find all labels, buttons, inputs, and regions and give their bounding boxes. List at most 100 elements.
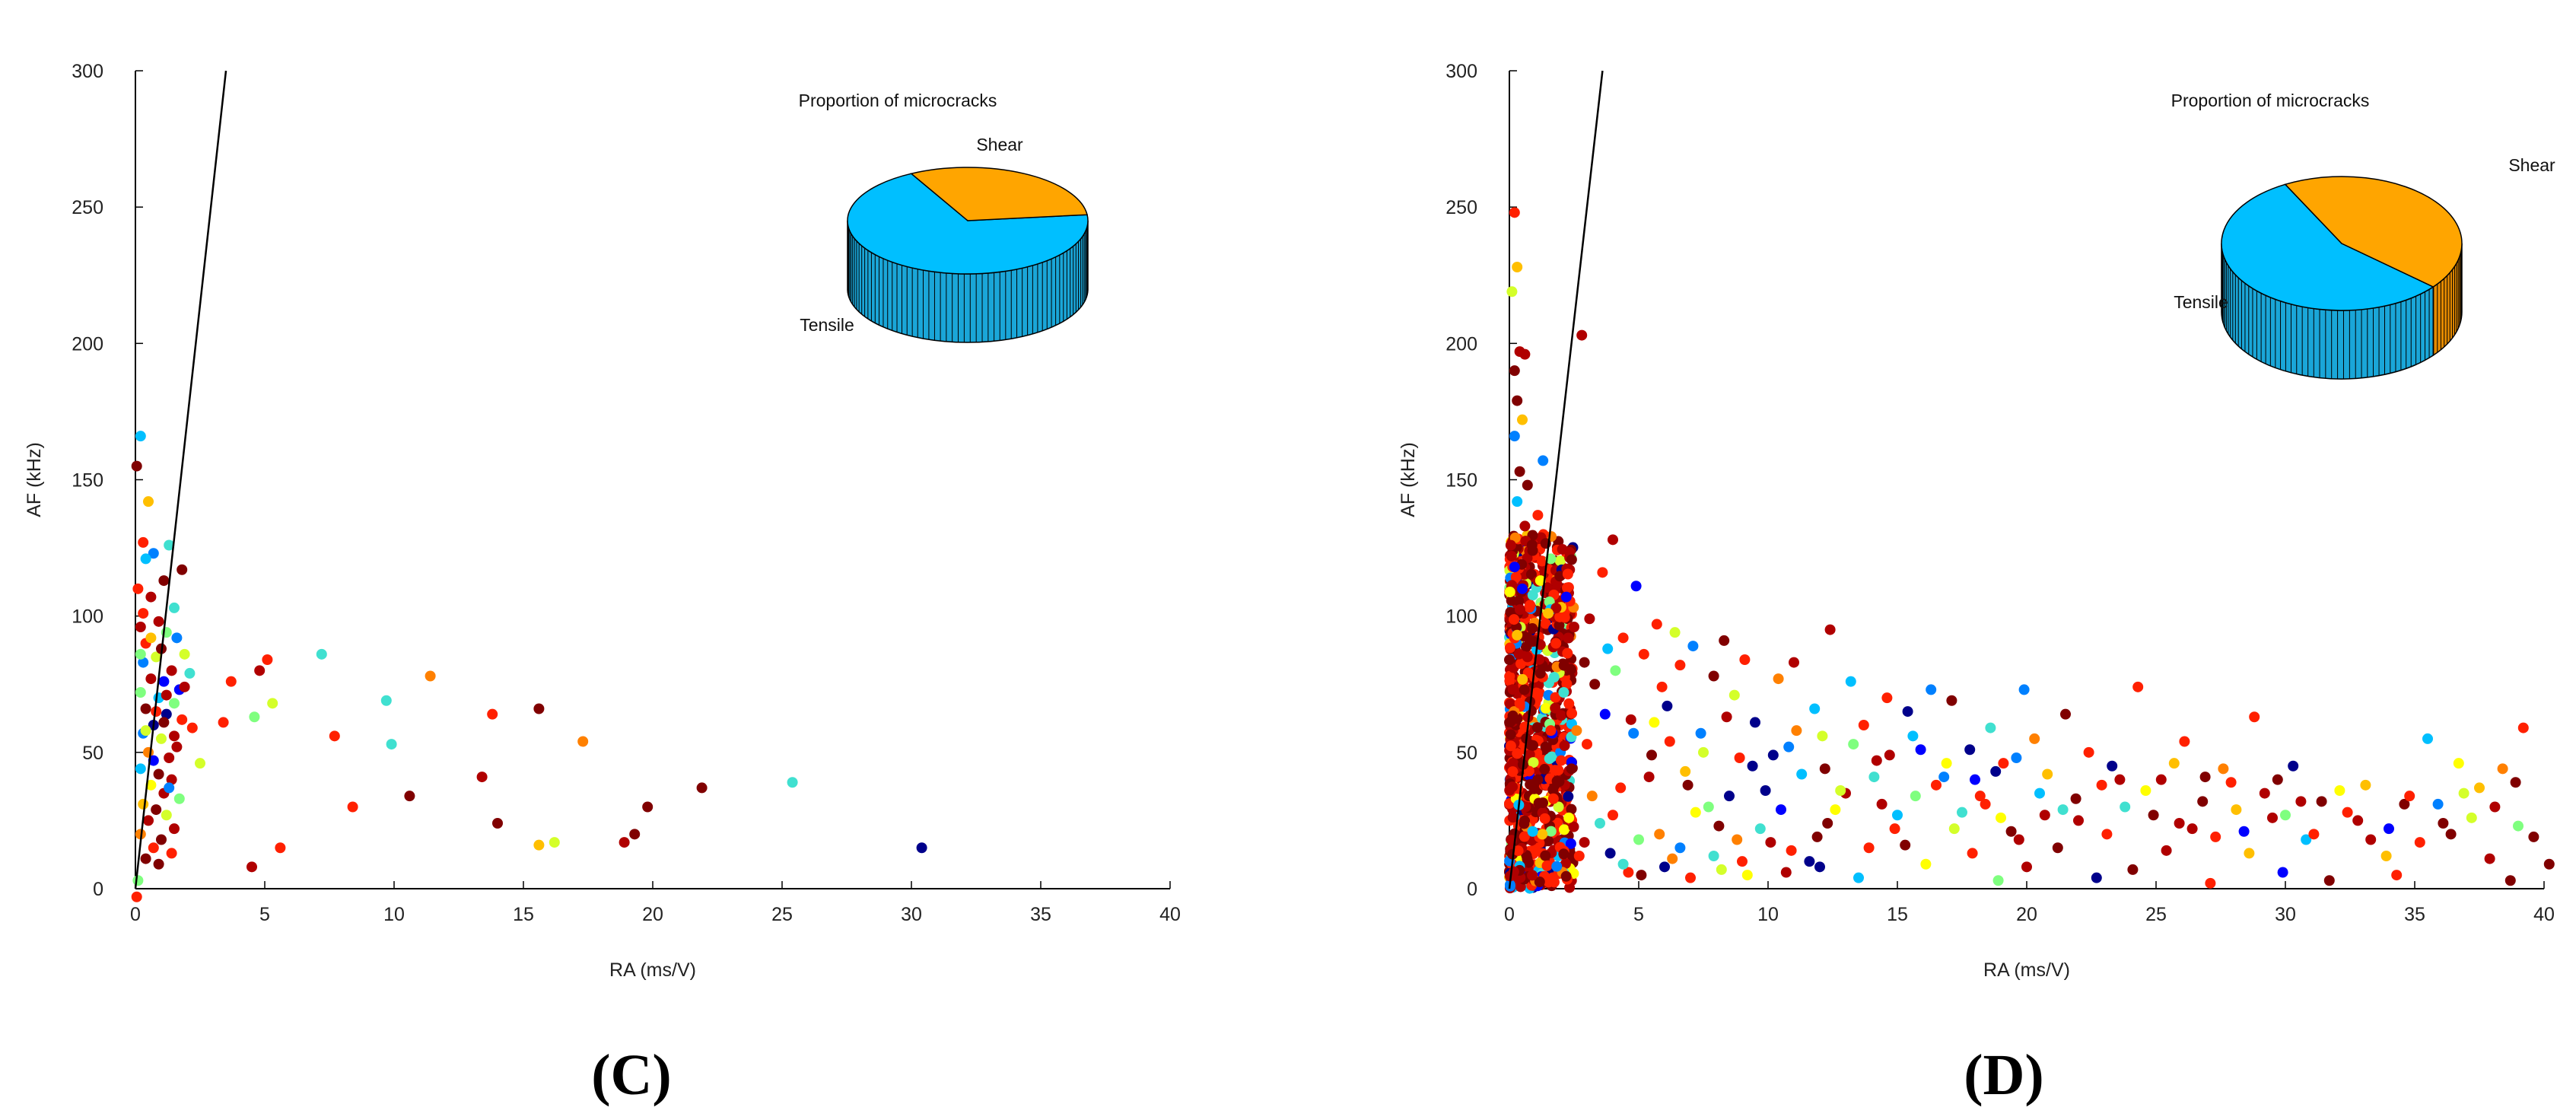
data-point	[2127, 864, 2139, 875]
data-point	[1985, 722, 1996, 733]
data-point	[1586, 791, 1598, 802]
data-point	[1576, 329, 1588, 341]
data-point	[1522, 479, 1533, 491]
data-point	[1559, 824, 1570, 835]
data-point	[2101, 829, 2113, 840]
data-point	[145, 632, 157, 644]
data-point	[1780, 867, 1792, 878]
data-point	[1550, 638, 1562, 649]
data-point	[1638, 648, 1649, 660]
data-point	[1512, 262, 1523, 272]
data-point	[2249, 711, 2260, 723]
data-point	[1858, 720, 1869, 730]
data-point	[1881, 692, 1893, 704]
data-point	[169, 823, 180, 835]
data-point	[2005, 826, 2017, 837]
data-point	[1507, 812, 1519, 823]
data-point	[1540, 702, 1551, 714]
data-point	[151, 706, 162, 718]
data-point	[1553, 801, 1564, 813]
data-point	[1522, 853, 1533, 864]
y-tick-label: 250	[72, 197, 103, 218]
data-point	[2034, 788, 2045, 799]
data-point	[2238, 826, 2250, 837]
data-point	[1512, 629, 1523, 641]
x-tick-label: 30	[901, 904, 922, 925]
data-point	[1926, 684, 1937, 695]
data-point	[2384, 823, 2394, 835]
data-point	[1517, 414, 1528, 425]
data-point	[2280, 810, 2291, 821]
data-point	[1509, 207, 1520, 218]
data-point	[696, 782, 708, 794]
data-point	[1811, 831, 1823, 842]
data-point	[1539, 763, 1550, 775]
data-point	[135, 687, 146, 698]
data-point	[577, 736, 589, 747]
data-point	[148, 842, 159, 854]
data-point	[143, 815, 154, 826]
data-point	[1654, 829, 1665, 840]
data-point	[267, 698, 278, 709]
data-point	[1509, 365, 1520, 377]
x-tick-label: 15	[513, 904, 534, 925]
data-point	[1560, 870, 1572, 882]
data-point	[2438, 818, 2449, 829]
data-point	[1569, 622, 1579, 632]
data-point	[1527, 826, 1538, 837]
data-point	[2029, 733, 2040, 744]
data-point	[2399, 798, 2410, 810]
y-tick-label: 100	[72, 606, 103, 628]
data-point	[1656, 681, 1668, 692]
x-tick-label: 20	[642, 904, 663, 925]
data-point	[145, 673, 157, 685]
data-point	[1584, 613, 1595, 625]
data-point	[1527, 870, 1538, 881]
data-point	[2301, 834, 2312, 845]
data-point	[1773, 673, 1784, 685]
data-point	[1554, 571, 1566, 582]
data-point	[145, 779, 157, 791]
data-point	[642, 801, 654, 813]
data-point	[1741, 870, 1753, 881]
data-point	[135, 763, 146, 775]
data-point	[1739, 654, 1751, 665]
data-point	[1871, 755, 1882, 766]
data-point	[158, 717, 170, 728]
data-point	[2272, 774, 2283, 785]
data-point	[1974, 791, 1986, 802]
data-point	[1747, 760, 1758, 772]
data-point	[1539, 813, 1550, 824]
data-point	[2096, 779, 2107, 791]
data-point	[2466, 812, 2477, 823]
data-point	[1750, 717, 1760, 728]
data-point	[1824, 624, 1836, 635]
data-point	[1964, 744, 1976, 756]
data-point	[2231, 804, 2242, 816]
data-point	[262, 654, 273, 665]
data-point	[1946, 695, 1957, 706]
data-point	[158, 575, 170, 587]
data-point	[177, 714, 188, 725]
data-point	[1698, 746, 1709, 758]
data-point	[1845, 676, 1856, 687]
pie-slice-tensile	[847, 173, 1089, 275]
data-point	[151, 804, 162, 816]
data-point	[2474, 782, 2485, 794]
data-point	[169, 730, 180, 742]
data-point	[533, 703, 545, 714]
y-tick-label: 200	[72, 333, 103, 355]
data-point	[2504, 875, 2516, 886]
data-point	[2453, 758, 2464, 769]
data-point	[1662, 700, 1673, 711]
data-point	[1920, 858, 1932, 870]
x-tick-label: 25	[2145, 904, 2167, 925]
data-point	[787, 777, 798, 788]
data-point	[161, 810, 172, 821]
data-point	[169, 698, 180, 709]
data-point	[329, 730, 340, 742]
pie-label-tensile: Tensile	[800, 315, 854, 335]
data-point	[1519, 348, 1531, 360]
data-point	[1538, 797, 1549, 809]
